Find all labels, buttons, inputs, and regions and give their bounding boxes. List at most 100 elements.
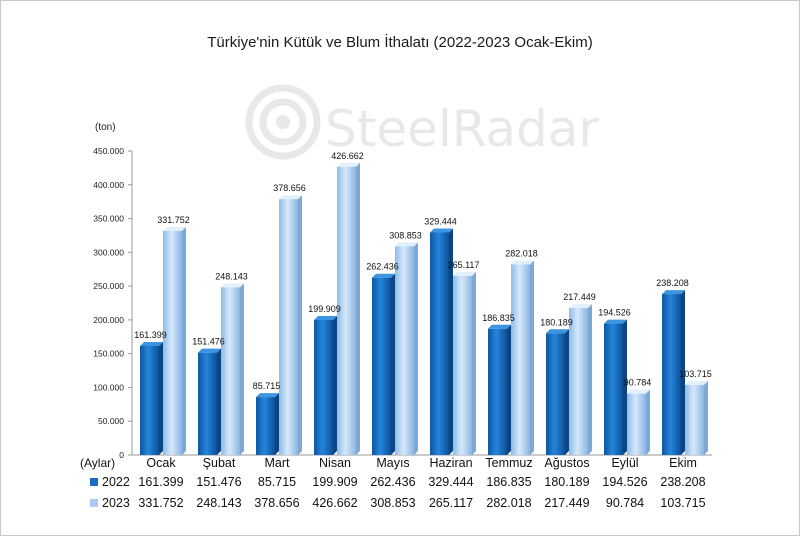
- bar-2022-Mart: [256, 397, 275, 455]
- y-tick-label: 400.000: [93, 180, 124, 190]
- bar-top-2023: [163, 226, 186, 231]
- x-axis-label: (Aylar): [80, 456, 115, 470]
- chart-title: Türkiye'nin Kütük ve Blum İthalatı (2022…: [207, 34, 593, 51]
- watermark-logo: SteelRadar: [245, 84, 599, 160]
- bar-top-2023: [453, 271, 476, 276]
- legend-swatch-2022: [90, 478, 98, 486]
- data-label: 262.436: [366, 262, 399, 272]
- x-tick-label: Mayıs: [376, 456, 409, 470]
- data-label: 282.018: [505, 248, 538, 258]
- bar-top-2022: [488, 324, 511, 329]
- table-cell: 329.444: [428, 475, 473, 489]
- x-tick-label: Eylül: [611, 456, 638, 470]
- bar-2022-Mayıs: [372, 277, 391, 455]
- bar-side-2022: [159, 341, 163, 455]
- bar-top-2023: [279, 195, 302, 200]
- bar-side-2022: [217, 348, 221, 455]
- bar-side-2022: [333, 315, 337, 455]
- table-cell: 103.715: [660, 496, 705, 510]
- bar-top-2022: [662, 290, 685, 295]
- bar-top-2023: [221, 283, 244, 288]
- bar-2022-Ekim: [662, 294, 681, 455]
- bar-2023-Ocak: [163, 230, 182, 455]
- bar-2023-Haziran: [453, 275, 472, 455]
- table-cell: 282.018: [486, 496, 531, 510]
- x-tick-label: Haziran: [429, 456, 472, 470]
- data-label: 90.784: [624, 378, 652, 388]
- table-cell: 194.526: [602, 475, 647, 489]
- data-label: 238.208: [656, 278, 689, 288]
- table-cell: 248.143: [196, 496, 241, 510]
- bar-side-2022: [507, 324, 511, 455]
- bar-2023-Eylül: [627, 393, 646, 455]
- bar-2023-Nisan: [337, 166, 356, 455]
- data-label: 199.909: [308, 304, 341, 314]
- y-tick-label: 250.000: [93, 281, 124, 291]
- bar-2023-Temmuz: [511, 264, 530, 455]
- bar-2022-Temmuz: [488, 328, 507, 455]
- bar-2022-Ağustos: [546, 333, 565, 455]
- y-axis-unit: (ton): [95, 122, 116, 133]
- table-cell: 90.784: [606, 496, 644, 510]
- data-label: 161.399: [134, 330, 167, 340]
- legend-label-2023: 2023: [102, 496, 130, 510]
- table-cell: 262.436: [370, 475, 415, 489]
- bar-2022-Haziran: [430, 232, 449, 455]
- bar-side-2022: [623, 319, 627, 455]
- bar-side-2023: [704, 380, 708, 455]
- bar-2022-Ocak: [140, 345, 159, 455]
- y-tick-label: 350.000: [93, 214, 124, 224]
- data-label: 378.656: [273, 183, 306, 193]
- table-cell: 426.662: [312, 496, 357, 510]
- bar-side-2022: [565, 329, 569, 455]
- bar-side-2022: [681, 290, 685, 455]
- bar-top-2022: [198, 348, 221, 353]
- legend-label-2022: 2022: [102, 475, 130, 489]
- x-tick-label: Temmuz: [485, 456, 532, 470]
- x-tick-label: Şubat: [203, 456, 236, 470]
- y-tick-label: 100.000: [93, 382, 124, 392]
- bar-top-2023: [337, 162, 360, 167]
- data-label: 103.715: [679, 369, 712, 379]
- x-tick-label: Mart: [265, 456, 291, 470]
- bar-top-2022: [604, 319, 627, 324]
- bar-top-2023: [685, 380, 708, 385]
- x-tick-label: Ocak: [146, 456, 176, 470]
- bar-side-2023: [240, 283, 244, 455]
- bar-side-2023: [588, 304, 592, 455]
- x-tick-label: Ekim: [669, 456, 697, 470]
- table-cell: 265.117: [429, 496, 473, 510]
- bar-top-2022: [314, 315, 337, 320]
- bar-top-2023: [627, 389, 650, 394]
- table-cell: 180.189: [544, 475, 589, 489]
- y-tick-label: 0: [119, 450, 124, 460]
- x-tick-label: Ağustos: [544, 456, 589, 470]
- bar-side-2023: [298, 195, 302, 455]
- table-cell: 161.399: [138, 475, 183, 489]
- watermark-text: SteelRadar: [325, 100, 599, 158]
- bar-2022-Nisan: [314, 319, 333, 455]
- bar-side-2023: [530, 260, 534, 455]
- data-label: 186.835: [482, 313, 515, 323]
- bar-side-2023: [182, 226, 186, 455]
- bar-side-2023: [414, 242, 418, 455]
- table-cell: 151.476: [196, 475, 241, 489]
- data-label: 151.476: [192, 337, 225, 347]
- y-tick-label: 300.000: [93, 247, 124, 257]
- bar-side-2022: [275, 393, 279, 455]
- table-cell: 378.656: [254, 496, 299, 510]
- bar-top-2022: [430, 228, 453, 233]
- bar-2023-Ekim: [685, 384, 704, 455]
- bar-top-2023: [511, 260, 534, 265]
- bar-side-2022: [391, 273, 395, 455]
- data-label: 329.444: [424, 216, 457, 226]
- data-label: 194.526: [598, 308, 631, 318]
- bar-top-2022: [546, 329, 569, 334]
- data-label: 248.143: [215, 271, 248, 281]
- bar-2023-Mart: [279, 199, 298, 455]
- data-label: 331.752: [157, 215, 190, 225]
- bar-top-2023: [395, 242, 418, 247]
- table-cell: 331.752: [138, 496, 183, 510]
- bar-side-2023: [356, 162, 360, 455]
